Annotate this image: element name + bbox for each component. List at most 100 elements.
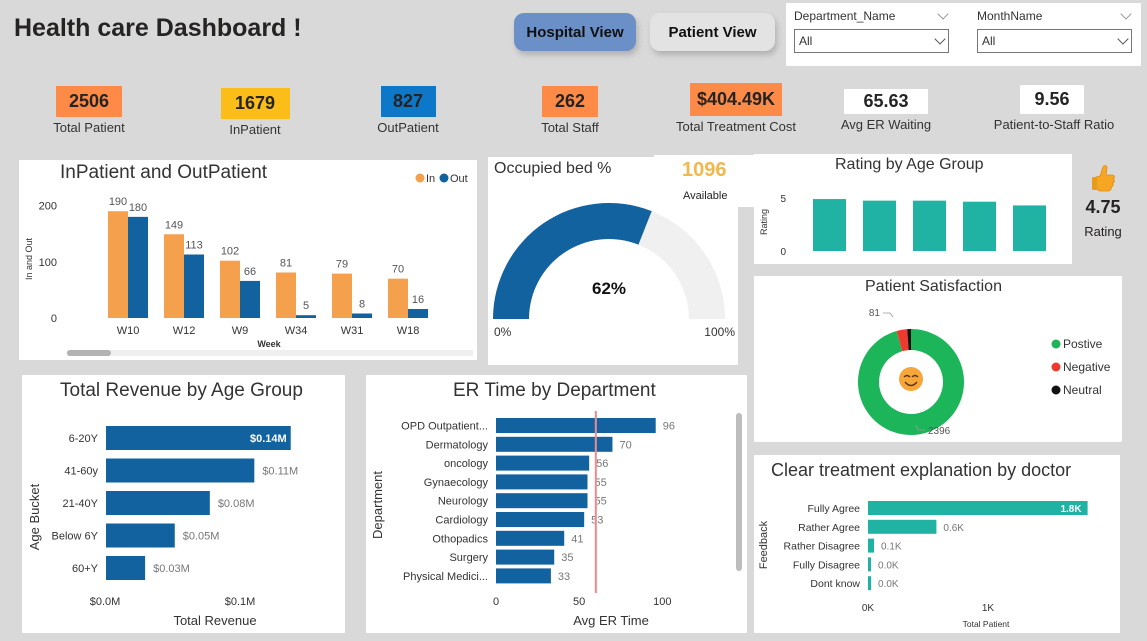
rating-age-card: Rating by Age Group 0 5 Rating (754, 154, 1072, 264)
data-label: $0.14M (250, 433, 287, 445)
data-label: $0.03M (153, 563, 190, 575)
data-label: 8 (359, 299, 365, 311)
er-bar (496, 474, 588, 490)
data-label: 79 (336, 259, 348, 271)
x-tick-label: W31 (341, 325, 364, 337)
x-axis-label: Week (257, 339, 281, 349)
leader-line (883, 312, 894, 318)
department-dropdown-value: All (799, 34, 813, 48)
data-label: 81 (280, 257, 292, 269)
bar-out (296, 315, 316, 318)
chevron-down-icon[interactable] (937, 8, 949, 20)
y-axis-label: In and Out (24, 237, 34, 280)
rating-bar (863, 200, 896, 251)
data-label: 190 (109, 196, 127, 208)
feedback-bar (868, 501, 1088, 515)
y-tick-label: Cardiology (435, 515, 488, 527)
month-slicer[interactable]: MonthName All (977, 7, 1132, 53)
smiling-face-icon (899, 367, 923, 391)
legend-out-label: Out (450, 173, 468, 185)
x-tick-label: W34 (285, 325, 308, 337)
month-dropdown-value: All (982, 34, 996, 48)
data-label: 0.6K (943, 523, 964, 534)
satisfaction-title: Patient Satisfaction (865, 278, 1002, 295)
kpi-value: 9.56 (1020, 85, 1084, 114)
department-dropdown[interactable]: All (794, 29, 949, 53)
er-bar (496, 512, 585, 527)
kpi-patient-staff-ratio: 9.56 Patient-to-Staff Ratio (994, 85, 1114, 132)
donut-slice-negative (896, 329, 909, 352)
x-axis-label: Total Patient (963, 619, 1010, 629)
smile-mouth (904, 381, 918, 387)
legend-out-marker (439, 173, 449, 183)
rating-kpi: 4.75 Rating (1078, 164, 1128, 239)
hospital-view-button[interactable]: Hospital View (514, 13, 636, 51)
y-tick-label: Gynaecology (424, 477, 489, 489)
gauge-chart: 62% 0% 100% (493, 202, 735, 339)
treatment-explanation-card: Clear treatment explanation by doctor Fu… (754, 455, 1120, 633)
month-dropdown[interactable]: All (977, 29, 1132, 53)
er-chart-title: ER Time by Department (453, 380, 656, 401)
kpi-label: OutPatient (377, 120, 439, 135)
department-slicer[interactable]: Department_Name All (794, 7, 949, 53)
bar-out (184, 254, 204, 318)
bar-in (164, 234, 184, 318)
revenue-bar (106, 523, 175, 548)
kpi-total-treatment-cost: $404.49K Total Treatment Cost (672, 83, 800, 134)
er-bar (496, 568, 551, 584)
feedback-bar (868, 576, 871, 591)
kpi-avg-er-waiting: 65.63 Avg ER Waiting (836, 89, 936, 132)
x-tick-label: 0 (493, 596, 499, 608)
patient-view-button[interactable]: Patient View (650, 13, 775, 51)
rating-bar (913, 200, 946, 251)
slicer-panel: Department_Name All MonthName All (786, 3, 1141, 66)
bar-out (240, 280, 260, 318)
y-tick-label: Dont know (810, 578, 860, 590)
y-tick-label: Rather Agree (798, 522, 860, 534)
data-label: 41 (571, 533, 583, 545)
y-tick-label: Dermatology (426, 439, 489, 451)
feedback-bar (868, 538, 874, 553)
kpi-label: Avg ER Waiting (840, 117, 932, 132)
gauge-title: Occupied bed % (494, 160, 612, 177)
explain-chart-title: Clear treatment explanation by doctor (771, 460, 1072, 480)
kpi-label: Patient-to-Staff Ratio (993, 117, 1115, 132)
y-tick-label: 200 (39, 201, 57, 213)
y-tick-label: Rather Disagree (784, 541, 861, 553)
x-tick-label: $0.0M (90, 596, 121, 608)
data-label: 149 (165, 219, 183, 231)
month-slicer-label: MonthName (977, 9, 1043, 23)
rating-chart-title: Rating by Age Group (835, 156, 984, 173)
y-tick-label: 6-20Y (69, 433, 99, 445)
revenue-bar (106, 426, 291, 450)
er-bar (496, 530, 565, 546)
kpi-value: 1679 (220, 88, 290, 119)
data-label-negative: 81 (869, 308, 881, 319)
data-label: 0.0K (878, 579, 899, 590)
gauge-min-label: 0% (494, 325, 512, 339)
data-label: 16 (412, 294, 424, 306)
kpi-value: 2506 (56, 86, 122, 117)
revenue-chart-title: Total Revenue by Age Group (60, 380, 303, 401)
legend-in-marker (415, 173, 425, 183)
satisfaction-chart: 81 2396 Postive Negative Neutral (858, 308, 1111, 437)
bar-out (128, 216, 148, 318)
y-tick-label: 100 (39, 257, 57, 269)
horizontal-scrollbar-thumb[interactable] (67, 350, 111, 356)
x-tick-label: 50 (573, 596, 585, 608)
horizontal-scrollbar-track[interactable] (67, 350, 473, 356)
department-slicer-label: Department_Name (794, 9, 896, 23)
x-tick-label: 100 (653, 596, 671, 608)
y-tick-label: Fully Agree (807, 503, 860, 515)
x-tick-label: W12 (173, 325, 196, 337)
chevron-down-icon (934, 33, 946, 45)
kpi-label: Total Staff (541, 120, 599, 135)
kpi-label: Total Treatment Cost (676, 119, 796, 134)
data-label: 33 (558, 571, 570, 583)
data-label: $0.05M (183, 531, 220, 543)
er-chart-scrollbar[interactable] (736, 413, 742, 571)
chevron-down-icon[interactable] (1120, 8, 1132, 20)
y-tick-label: 5 (780, 194, 786, 205)
revenue-bar (106, 556, 146, 580)
